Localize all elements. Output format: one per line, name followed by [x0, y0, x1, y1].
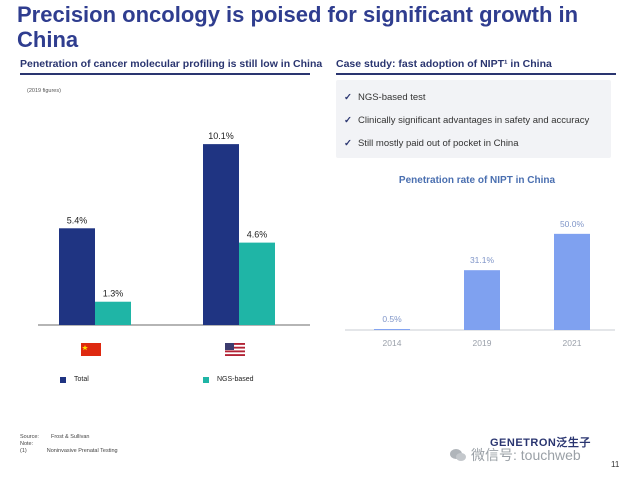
data-label: 0.5% [382, 314, 402, 324]
page-number: 11 [611, 460, 620, 469]
footer-note: Note: [20, 441, 33, 447]
bar-us-total [203, 144, 239, 325]
right-heading-rule [336, 73, 616, 75]
check-list-panel: ✓ NGS-based test ✓ Clinically significan… [336, 80, 611, 158]
company-logo: GENETRON泛生子 [490, 437, 591, 449]
check-item-1: ✓ NGS-based test [344, 92, 426, 103]
right-section-heading: Case study: fast adoption of NIPT¹ in Ch… [336, 58, 552, 70]
source-text: Frost & Sullivan [50, 434, 90, 440]
us-flag-icon [225, 343, 245, 356]
check-icon: ✓ [344, 138, 352, 149]
check-icon: ✓ [344, 92, 352, 103]
x-tick-label: 2019 [473, 338, 492, 348]
footer-source: Source: Frost & Sullivan [20, 434, 89, 440]
data-label: 10.1% [208, 131, 234, 141]
check-item-2: ✓ Clinically significant advantages in s… [344, 115, 589, 126]
bar-us-ngsbased [239, 242, 275, 325]
bar-china-total [59, 228, 95, 325]
footnote-text: Noninvasive Prenatal Testing [46, 448, 118, 454]
legend-item-total: Total [60, 376, 89, 383]
left-section-heading: Penetration of cancer molecular profilin… [20, 58, 323, 70]
bar-2019 [464, 270, 500, 330]
legend-label-total: Total [74, 376, 89, 383]
footer-footnote: (1) Noninvasive Prenatal Testing [20, 448, 118, 454]
bar-2014 [374, 329, 410, 330]
check-icon: ✓ [344, 115, 352, 126]
check-item-text: Clinically significant advantages in saf… [357, 115, 590, 126]
left-heading-rule [20, 73, 310, 75]
legend-swatch-total [60, 376, 66, 383]
check-item-text: NGS-based test [357, 92, 426, 103]
china-flag-icon [81, 343, 101, 356]
bar-2021 [554, 233, 590, 330]
wechat-icon [450, 449, 466, 461]
data-label: 31.1% [470, 255, 495, 265]
nipt-chart-title: Penetration rate of NIPT in China [399, 175, 556, 186]
data-label: 5.4% [67, 215, 88, 225]
legend-swatch-ngs [203, 376, 209, 383]
data-label: 4.6% [247, 230, 268, 240]
check-item-text: Still mostly paid out of pocket in China [357, 138, 519, 149]
check-item-3: ✓ Still mostly paid out of pocket in Chi… [344, 138, 519, 149]
wechat-watermark: 微信号: touchweb [450, 445, 581, 465]
watermark-text: 微信号: touchweb [471, 447, 581, 463]
footnote-number: (1) [20, 448, 27, 454]
source-label: Source: [20, 434, 39, 440]
data-label: 1.3% [103, 289, 124, 299]
data-label: 50.0% [560, 219, 585, 229]
legend-label-ngs: NGS-based [217, 376, 254, 383]
bar-china-ngsbased [95, 301, 131, 325]
legend-item-ngs: NGS-based [203, 376, 254, 383]
page-title: Precision oncology is poised for signifi… [17, 2, 579, 52]
x-tick-label: 2014 [383, 338, 402, 348]
x-tick-label: 2021 [563, 338, 582, 348]
note-label: Note: [20, 441, 34, 447]
figures-note: (2019 figures) [27, 88, 61, 94]
